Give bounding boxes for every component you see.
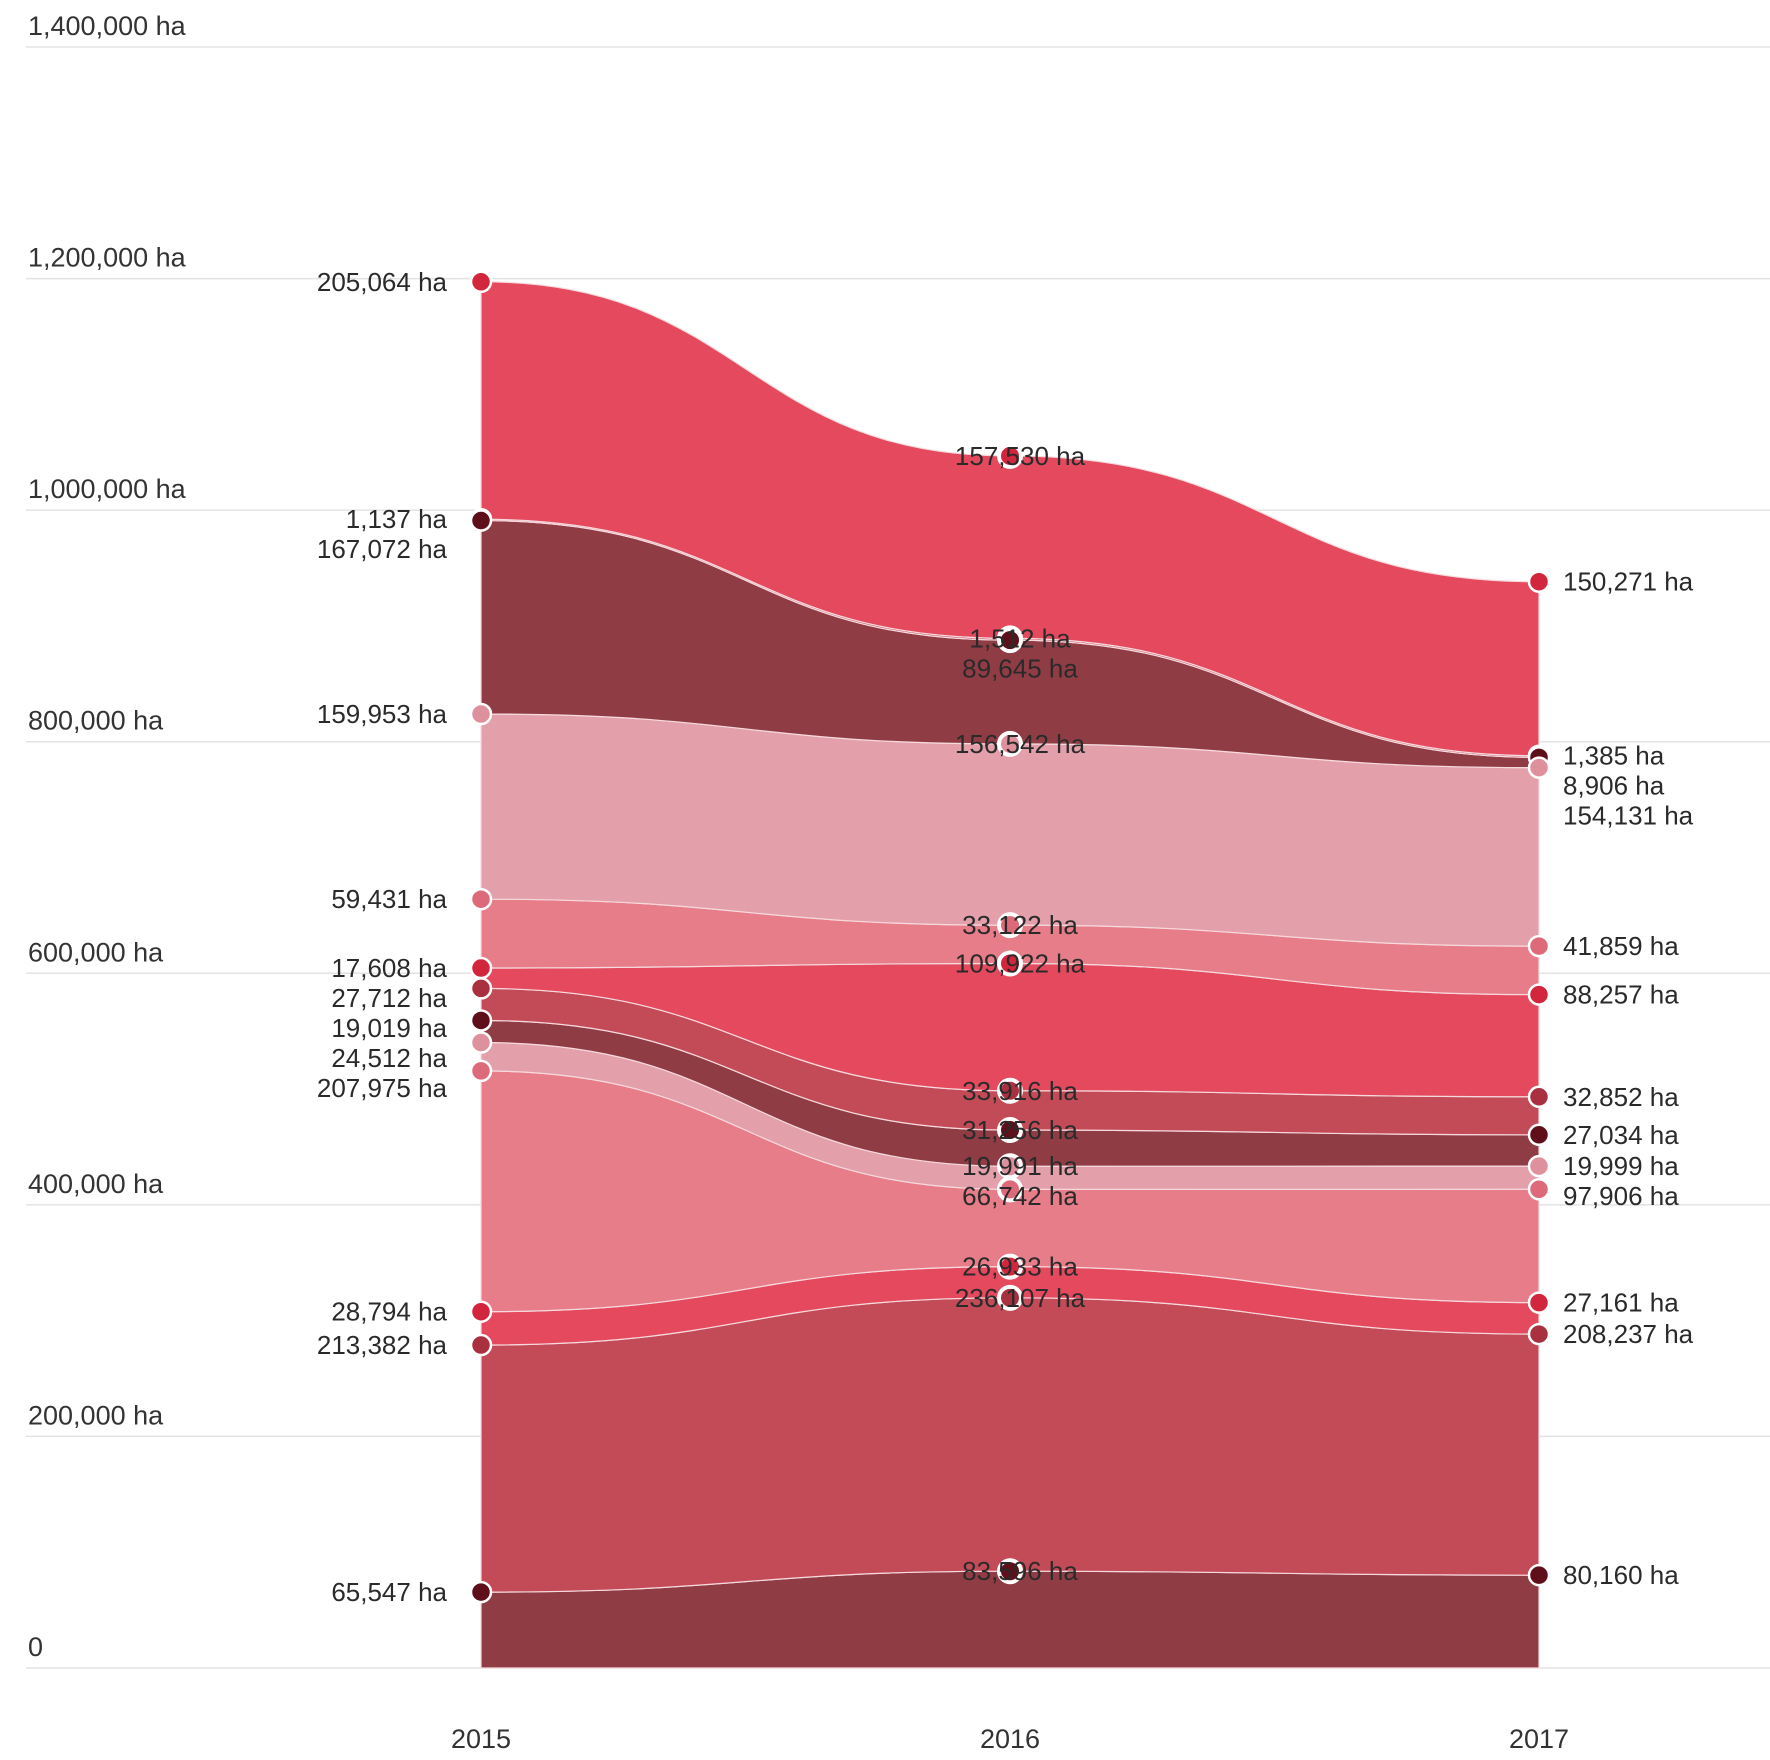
data-point <box>1527 570 1551 593</box>
value-label: 1,512 ha <box>969 623 1071 653</box>
data-point <box>469 270 493 294</box>
value-label: 19,991 ha <box>962 1151 1078 1181</box>
value-label: 80,160 ha <box>1563 1560 1679 1590</box>
value-label: 31,256 ha <box>962 1115 1078 1145</box>
value-label: 19,999 ha <box>1563 1151 1679 1181</box>
value-label: 66,742 ha <box>962 1181 1078 1211</box>
value-label: 167,072 ha <box>317 534 448 564</box>
area-band-1 <box>480 1297 1540 1593</box>
area-band-12 <box>480 281 1540 757</box>
x-tick-label: 2017 <box>1509 1724 1569 1754</box>
value-label: 236,107 ha <box>955 1283 1086 1313</box>
data-point <box>997 1558 1023 1585</box>
value-label: 208,237 ha <box>1563 1319 1694 1349</box>
data-point <box>1527 1178 1551 1201</box>
data-point <box>997 950 1023 977</box>
value-label: 207,975 ha <box>317 1073 448 1103</box>
data-point <box>1527 934 1551 958</box>
data-point <box>469 1333 493 1357</box>
value-label: 24,512 ha <box>331 1043 447 1073</box>
y-tick-label: 200,000 ha <box>28 1400 164 1430</box>
value-label: 33,122 ha <box>962 910 1078 940</box>
x-tick-label: 2015 <box>451 1724 511 1754</box>
data-point <box>997 1253 1023 1280</box>
value-label: 83,596 ha <box>962 1556 1078 1586</box>
data-point <box>1527 1563 1551 1587</box>
value-label: 65,547 ha <box>331 1577 447 1607</box>
data-point <box>469 1580 493 1604</box>
value-label: 27,712 ha <box>331 983 447 1013</box>
data-point <box>997 627 1023 654</box>
value-label: 1,385 ha <box>1563 741 1665 771</box>
value-label: 33,916 ha <box>962 1076 1078 1106</box>
data-point <box>469 1031 493 1054</box>
value-label: 19,019 ha <box>331 1013 447 1043</box>
value-label: 159,953 ha <box>317 699 448 729</box>
data-point <box>997 1284 1023 1311</box>
data-point <box>1527 1123 1551 1147</box>
value-label: 97,906 ha <box>1563 1181 1679 1211</box>
value-label: 26,933 ha <box>962 1252 1078 1282</box>
value-label: 109,922 ha <box>955 948 1086 978</box>
y-tick-label: 800,000 ha <box>28 706 164 736</box>
value-label: 28,794 ha <box>331 1297 447 1327</box>
data-point <box>1527 1154 1551 1178</box>
value-label: 156,542 ha <box>955 729 1086 759</box>
data-point <box>1527 1322 1551 1346</box>
x-tick-label: 2016 <box>980 1724 1040 1754</box>
data-point <box>469 977 493 1000</box>
value-label: 154,131 ha <box>1563 801 1694 831</box>
value-label: 32,852 ha <box>1563 1082 1679 1112</box>
data-point <box>469 887 493 911</box>
area-bands <box>480 281 1540 1669</box>
data-point <box>997 1077 1023 1104</box>
data-point <box>469 702 493 726</box>
value-label: 27,161 ha <box>1563 1288 1679 1318</box>
y-tick-label: 1,200,000 ha <box>28 243 187 273</box>
data-point <box>469 1300 493 1323</box>
data-points <box>469 270 1551 1604</box>
value-label: 59,431 ha <box>331 884 447 914</box>
data-point <box>1527 1291 1551 1314</box>
value-label: 157,530 ha <box>955 441 1086 471</box>
value-label: 27,034 ha <box>1563 1120 1679 1150</box>
data-point <box>997 1117 1023 1144</box>
data-point <box>469 509 493 532</box>
value-label: 1,137 ha <box>346 504 448 534</box>
data-point <box>997 442 1023 469</box>
axes: 0 200,000 ha 400,000 ha 600,000 ha 800,000 h… <box>28 11 1569 1754</box>
value-label: 205,064 ha <box>317 267 448 297</box>
y-tick-label: 400,000 ha <box>28 1169 164 1199</box>
value-label: 17,608 ha <box>331 953 447 983</box>
value-label: 213,382 ha <box>317 1330 448 1360</box>
value-label: 150,271 ha <box>1563 567 1694 597</box>
data-point <box>469 956 493 980</box>
y-tick-label: 1,000,000 ha <box>28 474 187 504</box>
y-tick-label: 0 <box>28 1632 43 1662</box>
value-label: 89,645 ha <box>962 653 1078 683</box>
data-point <box>1527 983 1551 1006</box>
y-tick-label: 600,000 ha <box>28 937 164 967</box>
data-point <box>997 1176 1023 1203</box>
data-point <box>469 1059 493 1083</box>
y-tick-label: 1,400,000 ha <box>28 11 187 41</box>
data-point <box>1527 756 1551 779</box>
data-point <box>469 1009 493 1032</box>
value-label: 8,906 ha <box>1563 771 1665 801</box>
value-label: 41,859 ha <box>1563 931 1679 961</box>
data-point <box>1527 1085 1551 1109</box>
data-point <box>997 912 1023 939</box>
data-point <box>997 730 1023 757</box>
value-label: 88,257 ha <box>1563 980 1679 1010</box>
